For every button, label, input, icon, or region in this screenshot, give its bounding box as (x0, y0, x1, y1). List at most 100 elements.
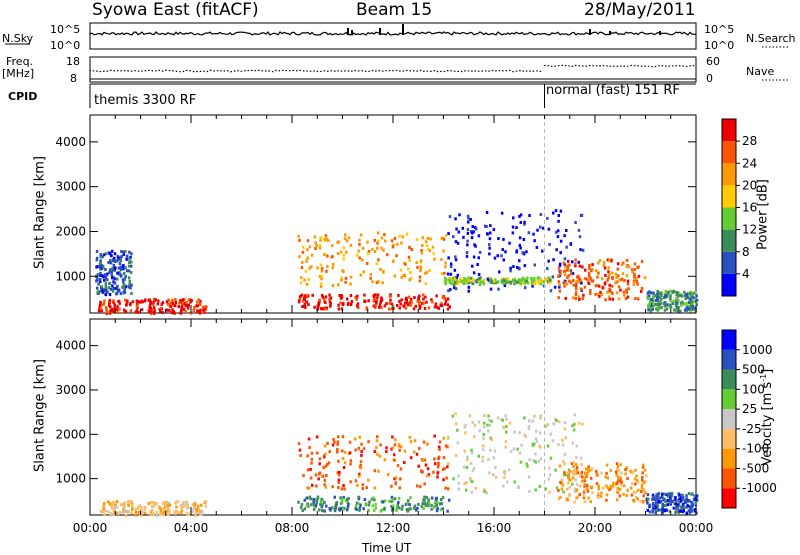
velocity-echo-3-69 (579, 456, 583, 460)
power-echo-4-151 (519, 221, 522, 224)
power-echo-5-122 (471, 278, 475, 281)
power-echo-1-131 (121, 278, 125, 282)
power-echo-0-126 (178, 301, 181, 305)
velocity-echo-3-63 (531, 419, 534, 423)
power-echo-4-51 (500, 254, 503, 258)
power-echo-7-37 (689, 303, 693, 307)
power-echo-1-36 (124, 285, 127, 289)
velocity-echo-2-157 (337, 473, 341, 477)
power-echo-2-71 (446, 297, 450, 301)
velocity-echo-2-67 (317, 472, 321, 476)
velocity-echo-1-95 (355, 504, 358, 508)
power-colorbar-seg-1 (722, 251, 736, 274)
power-echo-2-158 (356, 294, 359, 298)
velocity-ytick-label-3: 4000 (55, 339, 86, 353)
power-echo-1-25 (99, 278, 102, 281)
power-echo-7-164 (679, 309, 682, 313)
velocity-echo-5-146 (679, 509, 683, 513)
power-echo-3-108 (429, 237, 432, 241)
velocity-echo-2-111 (433, 434, 436, 438)
velocity-echo-3-101 (580, 473, 583, 477)
power-echo-0-174 (118, 301, 121, 305)
power-echo-4-5 (455, 227, 458, 231)
velocity-echo-2-139 (318, 457, 322, 461)
power-echo-4-32 (512, 216, 515, 220)
power-echo-4-25 (465, 251, 469, 254)
velocity-echo-4-172 (568, 493, 571, 497)
velocity-echo-1-32 (371, 504, 374, 508)
velocity-echo-1-89 (357, 501, 360, 505)
power-echo-2-35 (421, 301, 424, 305)
velocity-echo-4-85 (583, 484, 586, 488)
power-echo-4-23 (553, 285, 557, 289)
power-echo-7-167 (646, 291, 650, 295)
velocity-echo-2-79 (393, 443, 397, 447)
velocity-echo-5-155 (648, 503, 652, 507)
power-echo-4-47 (569, 242, 573, 246)
power-echo-0-40 (97, 308, 101, 312)
power-echo-3-120 (408, 278, 411, 282)
power-echo-2-30 (404, 306, 408, 310)
power-echo-5-175 (450, 281, 453, 285)
velocity-echo-4-105 (557, 489, 560, 492)
power-echo-3-95 (340, 278, 343, 282)
velocity-echo-2-78 (340, 449, 344, 453)
power-echo-7-122 (669, 303, 672, 307)
velocity-echo-2-99 (340, 487, 344, 491)
power-echo-1-79 (130, 252, 133, 256)
power-echo-6-67 (563, 280, 566, 284)
velocity-echo-4-178 (575, 488, 579, 492)
velocity-echo-4-78 (570, 462, 574, 466)
velocity-echo-1-69 (390, 499, 393, 503)
power-echo-4-80 (497, 237, 500, 240)
power-echo-6-168 (614, 272, 617, 276)
power-echo-1-20 (108, 293, 112, 296)
velocity-echo-5-81 (685, 511, 688, 515)
power-echo-3-159 (408, 259, 411, 262)
velocity-echo-4-82 (633, 477, 637, 481)
power-echo-3-35 (398, 234, 401, 238)
velocity-echo-5-43 (680, 495, 683, 499)
velocity-echo-4-161 (626, 489, 629, 493)
velocity-echo-5-128 (662, 497, 666, 501)
power-echo-7-156 (648, 302, 651, 306)
power-echo-3-4 (380, 246, 383, 250)
power-echo-2-46 (365, 306, 369, 310)
velocity-echo-5-171 (671, 500, 674, 504)
velocity-echo-3-87 (516, 447, 519, 451)
power-echo-1-27 (129, 286, 132, 290)
power-echo-1-31 (130, 260, 133, 264)
power-echo-4-172 (581, 248, 585, 252)
power-echo-0-71 (129, 303, 132, 307)
power-echo-0-176 (181, 298, 185, 302)
velocity-echo-1-75 (430, 507, 433, 511)
velocity-echo-4-175 (617, 475, 620, 479)
velocity-echo-1-80 (355, 507, 358, 511)
power-echo-0-42 (192, 309, 195, 312)
power-echo-6-107 (606, 290, 609, 294)
velocity-echo-2-138 (362, 447, 366, 451)
power-echo-4-74 (574, 221, 577, 224)
power-echo-0-120 (199, 308, 202, 312)
velocity-echo-4-96 (563, 462, 567, 466)
power-echo-4-157 (467, 289, 470, 293)
power-echo-4-0 (449, 262, 453, 266)
power-echo-4-144 (498, 270, 501, 274)
power-echo-3-110 (336, 252, 340, 256)
power-echo-6-92 (577, 274, 580, 278)
velocity-echo-2-55 (342, 466, 346, 469)
power-echo-0-45 (160, 302, 163, 306)
velocity-echo-2-59 (306, 454, 309, 458)
velocity-echo-2-43 (317, 477, 320, 481)
velocity-echo-1-101 (340, 507, 343, 511)
power-echo-7-115 (675, 292, 678, 296)
velocity-echo-0-158 (204, 504, 208, 508)
velocity-echo-0-165 (115, 505, 118, 509)
power-echo-6-7 (607, 270, 610, 274)
power-cbtick-label-3: 16 (742, 201, 757, 215)
velocity-echo-2-13 (336, 450, 339, 454)
power-echo-4-119 (477, 273, 481, 276)
power-echo-5-55 (520, 280, 523, 284)
velocity-echo-4-110 (571, 470, 574, 474)
power-echo-3-176 (383, 239, 387, 243)
